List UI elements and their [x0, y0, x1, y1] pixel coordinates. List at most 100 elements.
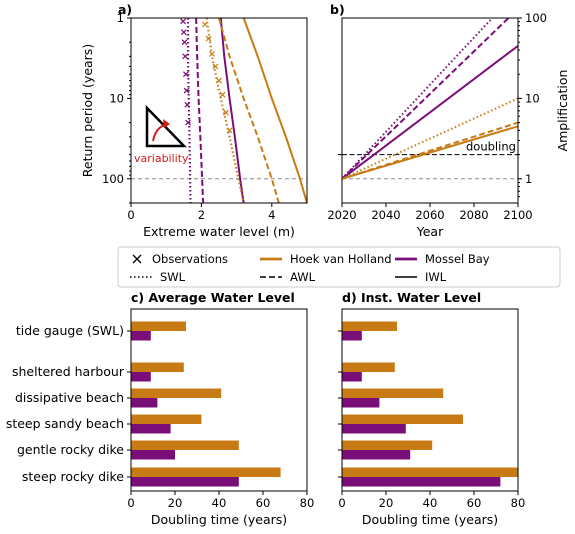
bar-hoek-van-holland — [342, 388, 444, 398]
axes-frame — [130, 17, 308, 204]
observation-marker — [226, 127, 233, 134]
legend-label: IWL — [425, 270, 447, 284]
legend-item: IWL — [395, 270, 447, 284]
line-mossel-bay-swl — [186, 18, 192, 204]
x-tick-label: 2100 — [503, 208, 532, 222]
observation-marker — [182, 71, 189, 78]
x-axis-label: Extreme water level (m) — [143, 224, 295, 239]
panel-b: doubling 2020 2040 2060 2080 2100 1 10 100 Year Am… — [327, 2, 570, 239]
bar-mossel-bay — [342, 331, 362, 341]
doubling-label: doubling — [466, 140, 516, 154]
observation-marker — [184, 101, 191, 108]
y-tick-label: 10 — [109, 91, 124, 105]
legend-box — [117, 246, 561, 288]
line-mossel-bay-awl — [342, 18, 510, 180]
y-tick-label: 1 — [117, 11, 124, 25]
category-label: tide gauge (SWL) — [16, 323, 124, 338]
bar-hoek-van-holland — [131, 414, 202, 424]
x-tick-label: 80 — [300, 496, 315, 510]
x-axis-label: Doubling time (years) — [151, 512, 287, 527]
observation-marker — [183, 87, 190, 94]
x-axis-label: Doubling time (years) — [362, 512, 498, 527]
bar-hoek-van-holland — [342, 362, 395, 372]
bar-hoek-van-holland — [342, 414, 463, 424]
bar-hoek-van-holland — [131, 467, 281, 477]
observation-marker — [209, 51, 215, 57]
line-hoek-van-holland-awl — [218, 17, 280, 204]
observation-marker — [201, 21, 208, 28]
panel-d: 0 20 40 60 80 Doubling time (years) d) Inst. W… — [338, 290, 525, 527]
line-mossel-bay-swl — [342, 18, 494, 180]
line-hoek-van-holland-iwl — [242, 17, 308, 204]
x-tick-label: 40 — [212, 496, 227, 510]
x-tick-label: 2080 — [459, 208, 488, 222]
x-axis-label: Year — [416, 224, 444, 239]
bar-hoek-van-holland — [131, 321, 186, 331]
observation-marker — [223, 109, 229, 116]
observation-marker — [180, 29, 187, 36]
category-label: steep rocky dike — [22, 469, 124, 484]
y-tick-label: 100 — [102, 172, 124, 186]
panel-title: d) Inst. Water Level — [342, 290, 481, 305]
legend: Observations Hoek van Holland Mossel Bay SW… — [117, 246, 561, 288]
bar-mossel-bay — [342, 372, 362, 382]
bar-mossel-bay — [342, 398, 380, 408]
x-tick-label: 0 — [127, 496, 134, 510]
x-tick-label: 60 — [467, 496, 482, 510]
bar-hoek-van-holland — [131, 388, 222, 398]
x-tick-label: 80 — [511, 496, 526, 510]
bar-mossel-bay — [342, 450, 411, 460]
line-hoek-van-holland-iwl — [342, 125, 518, 180]
observation-marker — [180, 18, 187, 25]
line-hoek-van-holland-swl — [342, 97, 518, 180]
y-axis-label: Return period (years) — [80, 44, 95, 177]
category-label: gentle rocky dike — [17, 442, 124, 457]
panel-label: a) — [118, 2, 132, 17]
legend-item: SWL — [130, 270, 186, 284]
bar-mossel-bay — [131, 477, 239, 487]
y-axis-label: Amplification — [555, 70, 570, 152]
line-hoek-van-holland-swl — [205, 17, 245, 204]
bar-mossel-bay — [131, 398, 158, 408]
panel-c: tide gauge (SWL) sheltered harbour dissipa… — [6, 290, 315, 527]
x-tick-label: 60 — [256, 496, 271, 510]
x-tick-label: 0 — [127, 208, 134, 222]
panel-a: variability 0 2 4 1 10 100 Extreme water level … — [80, 2, 308, 239]
category-label: steep sandy beach — [6, 416, 124, 431]
category-label: dissipative beach — [15, 390, 124, 405]
legend-item: Mossel Bay — [395, 252, 490, 266]
variability-arrowhead — [163, 119, 170, 128]
y-tick-label: 100 — [525, 11, 547, 25]
observation-marker — [219, 91, 226, 98]
panel-title: c) Average Water Level — [131, 290, 295, 305]
x-tick-label: 20 — [379, 496, 394, 510]
line-mossel-bay-iwl — [219, 17, 245, 204]
category-label: sheltered harbour — [12, 364, 125, 379]
variability-label: variability — [134, 152, 189, 165]
legend-label: AWL — [290, 270, 316, 284]
x-tick-label: 40 — [423, 496, 438, 510]
bar-hoek-van-holland — [342, 321, 397, 331]
y-tick-label: 1 — [525, 172, 532, 186]
x-tick-label: 2020 — [327, 208, 356, 222]
legend-label: SWL — [160, 270, 186, 284]
bar-mossel-bay — [131, 450, 175, 460]
bar-hoek-van-holland — [342, 440, 433, 450]
bar-hoek-van-holland — [342, 467, 518, 477]
legend-item: AWL — [260, 270, 316, 284]
legend-item: Observations — [132, 252, 228, 266]
bar-mossel-bay — [131, 372, 151, 382]
observation-marker — [205, 35, 212, 42]
x-tick-label: 2040 — [371, 208, 400, 222]
bar-mossel-bay — [131, 424, 171, 434]
x-tick-label: 0 — [338, 496, 345, 510]
line-mossel-bay-awl — [195, 17, 205, 204]
observation-marker — [182, 53, 189, 60]
observation-marker — [181, 39, 188, 46]
line-mossel-bay-iwl — [342, 45, 518, 180]
legend-swatch-x — [132, 254, 142, 264]
panel-label: b) — [330, 2, 345, 17]
legend-item: Hoek van Holland — [260, 252, 392, 266]
legend-label: Mossel Bay — [425, 252, 490, 266]
